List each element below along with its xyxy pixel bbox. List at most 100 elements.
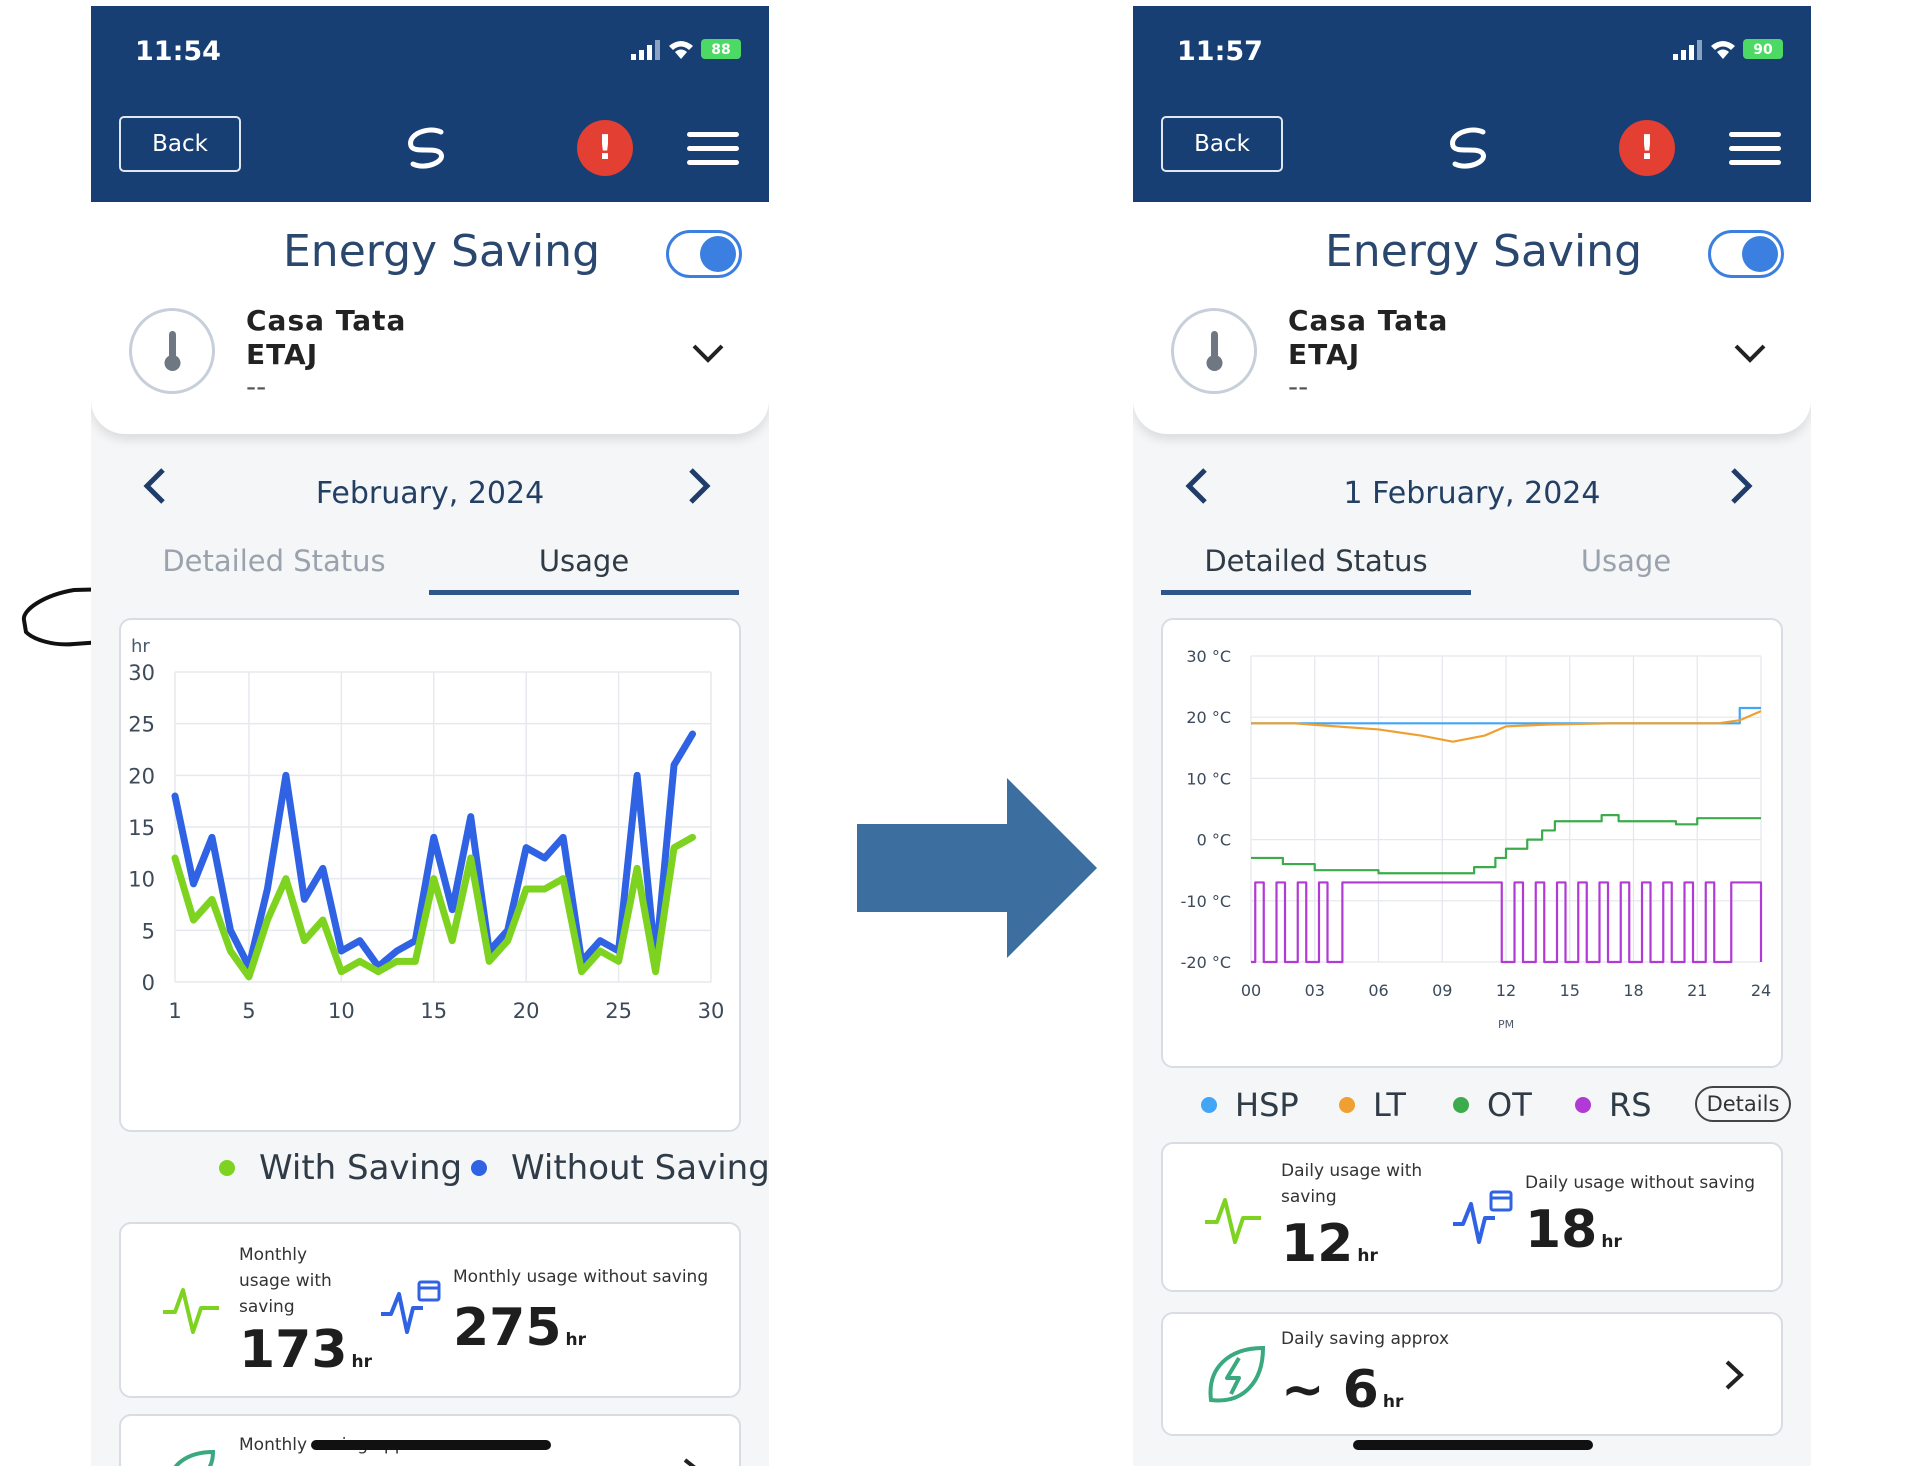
y-tick-label: 0 °C — [1197, 831, 1231, 850]
series-line-rs — [1251, 881, 1763, 964]
chevron-down-icon[interactable] — [691, 342, 725, 364]
y-tick-label: 10 °C — [1186, 769, 1231, 788]
y-tick-label: -20 °C — [1181, 953, 1231, 972]
legend-item: HSP — [1201, 1086, 1299, 1124]
stat-without-label: Monthly usage without saving — [453, 1267, 709, 1287]
stat-without-value: 18 hr — [1525, 1200, 1622, 1260]
device-name: Casa Tata — [1288, 304, 1449, 337]
home-indicator — [311, 1440, 551, 1450]
legend-label: Without Saving — [511, 1148, 769, 1188]
back-button[interactable]: Back — [119, 116, 241, 172]
stat-with-value: 12 hr — [1281, 1214, 1378, 1274]
y-tick-label: 0 — [142, 971, 155, 995]
signal-bar — [639, 50, 644, 60]
legend-dot — [1575, 1097, 1591, 1113]
chevron-left-icon[interactable] — [1181, 466, 1211, 506]
chevron-left-icon[interactable] — [139, 466, 169, 506]
legend-dot — [1453, 1097, 1469, 1113]
tab-bar: Detailed Status Usage — [1161, 541, 1781, 595]
legend-item: OT — [1453, 1086, 1532, 1124]
legend-item: LT — [1339, 1086, 1406, 1124]
wifi-icon — [669, 41, 693, 59]
stat-without-value: 275 hr — [453, 1298, 587, 1358]
x-tick-label: 12 — [1496, 981, 1516, 1000]
temperature-chart-svg: 30 °C 20 °C 10 °C 0 °C -10 °C -20 °C 00 03 06 09 1… — [1181, 647, 1772, 1031]
legend-item: Without Saving — [471, 1148, 769, 1188]
y-tick-label: 20 — [128, 764, 155, 788]
daily-saving-card[interactable]: Daily saving approx ~ 6 hr — [1161, 1312, 1783, 1436]
device-temperature: -- — [246, 370, 267, 403]
device-floor: ETAJ — [1288, 338, 1361, 371]
signal-bar — [1673, 54, 1678, 60]
monthly-usage-card: Monthly usage with saving 173 hr Monthly … — [119, 1222, 741, 1398]
status-time: 11:57 — [1177, 36, 1263, 67]
status-time: 11:54 — [135, 36, 221, 67]
stat-with-value: 173 hr — [239, 1320, 373, 1380]
x-tick-label: 5 — [242, 999, 255, 1023]
y-tick-label: 20 °C — [1186, 708, 1231, 727]
series-line-without-saving — [171, 730, 697, 970]
wifi-icon — [1711, 41, 1735, 59]
y-tick-label: 10 — [128, 868, 155, 892]
series-line-with-saving — [171, 833, 697, 981]
transition-arrow-icon — [857, 778, 1097, 958]
tab-usage[interactable]: Usage — [429, 541, 739, 595]
page-title: Energy Saving — [283, 226, 601, 277]
legend-dot — [471, 1160, 487, 1176]
nav-bar: Back ! — [91, 82, 769, 202]
app-logo-icon — [1450, 127, 1486, 169]
status-legend: HSP LT OT RS Details — [1161, 1082, 1791, 1130]
chevron-right-icon[interactable] — [1723, 1358, 1747, 1392]
tab-usage[interactable]: Usage — [1580, 544, 1672, 578]
legend-dot — [1201, 1097, 1217, 1113]
alert-button[interactable]: ! — [1619, 120, 1675, 176]
series-line-lt — [1251, 710, 1762, 743]
series-line-ot — [1251, 814, 1761, 875]
battery-icon — [701, 39, 741, 59]
hamburger-menu-icon[interactable] — [1729, 132, 1781, 166]
chevron-right-icon[interactable] — [685, 466, 715, 506]
x-tick-label: 25 — [605, 999, 632, 1023]
y-tick-label: 25 — [128, 713, 155, 737]
legend-label: LT — [1373, 1086, 1406, 1124]
y-tick-label: 15 — [128, 816, 155, 840]
chevron-down-icon[interactable] — [1733, 342, 1767, 364]
x-tick-label: 24 — [1751, 981, 1771, 1000]
stat-with-label: Daily usage with saving — [1281, 1161, 1423, 1207]
details-button[interactable]: Details — [1695, 1086, 1791, 1122]
stat-without-label: Daily usage without saving — [1525, 1173, 1756, 1193]
pulse-calendar-icon — [1453, 1190, 1513, 1244]
energy-saving-toggle[interactable] — [666, 230, 742, 278]
chevron-right-icon[interactable] — [681, 1456, 705, 1466]
page-title: Energy Saving — [1325, 226, 1643, 277]
hamburger-menu-icon[interactable] — [687, 132, 739, 166]
device-temperature: -- — [1288, 370, 1309, 403]
back-button[interactable]: Back — [1161, 116, 1283, 172]
x-tick-label: 30 — [698, 999, 725, 1023]
signal-bar — [1681, 50, 1686, 60]
signal-bar — [1697, 40, 1702, 60]
alert-button[interactable]: ! — [577, 120, 633, 176]
x-tick-label: 15 — [420, 999, 447, 1023]
period-navigator: February, 2024 — [91, 466, 769, 522]
legend-dot — [1339, 1097, 1355, 1113]
status-icons: 90 — [1673, 39, 1783, 60]
x-tick-label: 1 — [168, 999, 181, 1023]
phone-screen-usage: 11:54 88 Back ! Energy Saving Casa Tata … — [91, 6, 769, 1466]
chevron-right-icon[interactable] — [1727, 466, 1757, 506]
tab-detailed-status[interactable]: Detailed Status — [162, 544, 386, 578]
signal-bar — [655, 40, 660, 60]
y-tick-label: 30 °C — [1186, 647, 1231, 666]
status-bar: 11:57 90 — [1133, 6, 1811, 82]
series-line-hsp — [1251, 706, 1761, 725]
energy-saving-toggle[interactable] — [1708, 230, 1784, 278]
usage-chart: hr 0 5 10 15 20 25 30 1 5 10 15 20 25 30 — [119, 618, 741, 1132]
saving-value: ~ 6 hr — [1281, 1360, 1404, 1420]
signal-bar — [647, 45, 652, 60]
battery-level: 88 — [711, 42, 730, 58]
tab-detailed-status[interactable]: Detailed Status — [1161, 541, 1471, 595]
battery-icon — [1743, 39, 1783, 59]
leaf-bolt-icon — [1208, 1345, 1266, 1403]
period-navigator: 1 February, 2024 — [1133, 466, 1811, 522]
app-logo-icon — [408, 127, 444, 169]
